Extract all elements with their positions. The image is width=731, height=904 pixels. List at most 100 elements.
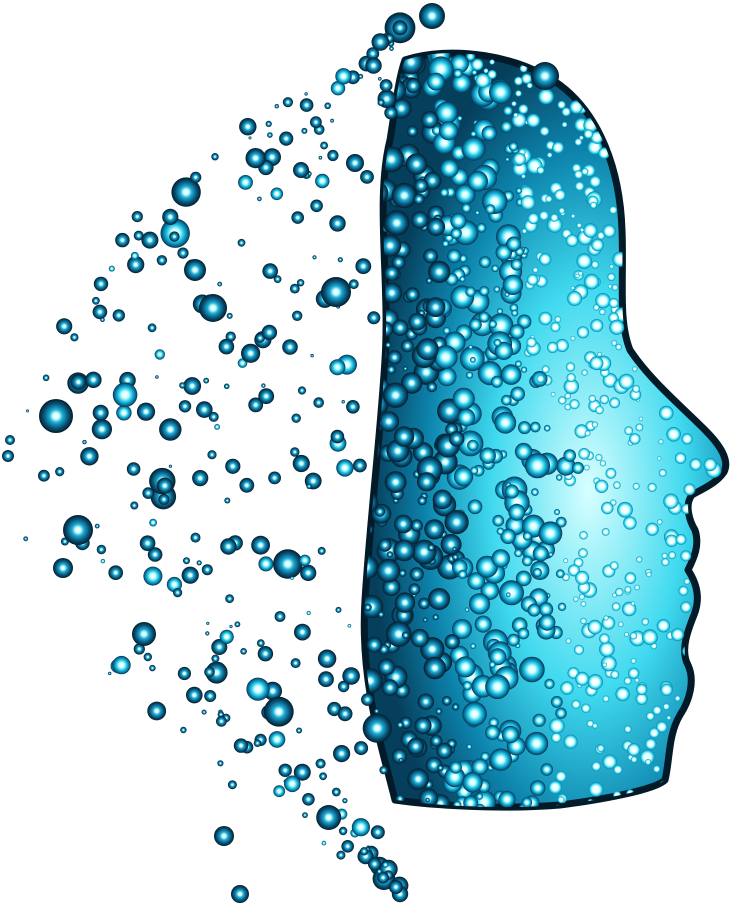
particle-bubble [591,261,599,269]
particle-bubble [275,104,279,108]
particle-bubble [361,693,374,706]
particle-bubble [485,725,500,740]
particle-bubble [335,68,351,84]
particle-bubble [235,621,241,627]
particle-bubble [310,354,313,357]
particle-bubble [407,768,429,790]
particle-bubble [519,657,545,683]
particle-bubble [627,743,640,756]
particle-bubble [318,671,334,687]
particle-bubble [704,458,717,471]
particle-bubble [411,211,428,228]
particle-bubble [319,772,327,780]
particle-bubble [597,745,604,752]
particle-bubble [228,780,237,789]
particle-bubble [563,558,568,563]
particle-bubble [53,558,73,578]
particle-bubble [581,704,590,713]
particle-bubble [402,632,410,640]
particle-bubble [94,277,108,291]
particle-bubble [470,357,476,363]
particle-bubble [220,630,234,644]
particle-bubble [393,540,415,562]
particle-bubble [383,383,408,408]
particle-bubble [684,578,690,584]
particle-bubble [331,430,345,444]
particle-bubble [617,502,633,518]
particle-bubble [258,646,273,661]
particle-bubble [556,474,562,480]
particle-bubble [338,257,343,262]
particle-bubble [562,122,567,127]
particle-bubble [511,259,523,271]
particle-bubble [379,766,387,774]
particle-bubble [533,546,549,562]
particle-bubble [499,580,524,605]
particle-bubble [338,706,353,721]
particle-bubble [600,460,606,466]
particle-bubble [92,419,112,439]
particle-bubble [363,143,368,148]
particle-bubble [603,696,610,703]
particle-bubble [224,384,230,390]
particle-bubble [173,588,182,597]
particle-bubble [511,310,518,317]
particle-bubble [322,841,327,846]
particle-bubble [113,309,125,321]
particle-bubble [493,515,505,527]
particle-bubble [190,172,201,183]
particle-bubble [599,309,605,315]
particle-bubble [178,667,191,680]
particle-bubble [648,483,657,492]
particle-bubble [207,450,216,459]
particle-bubble [273,785,285,797]
particle-bubble [217,282,222,287]
particle-bubble [533,568,542,577]
particle-bubble [266,121,272,127]
particle-bubble [577,326,589,338]
particle-bubble [382,679,399,696]
particle-bubble [388,350,402,364]
particle-bubble [282,339,298,355]
particle-bubble [479,256,491,268]
particle-bubble [661,558,669,566]
particle-bubble [505,157,509,161]
particle-bubble [631,756,637,762]
particle-bubble [551,696,563,708]
particle-bubble [645,738,656,749]
particle-bubble [437,765,443,771]
particle-bubble [373,775,382,784]
particle-bubble [310,200,323,213]
particle-bubble [690,458,702,470]
particle-bubble [284,776,301,793]
particle-bubble [180,727,186,733]
particle-bubble [258,388,274,404]
particle-bubble [346,154,364,172]
particle-bubble [558,396,566,404]
particle-bubble [108,565,123,580]
particle-bubble [567,373,576,382]
particle-bubble [80,447,98,465]
particle-bubble [547,152,552,157]
particle-bubble [55,467,64,476]
particle-bubble [321,277,351,307]
particle-bubble [559,208,565,214]
particle-bubble [523,532,532,541]
particle-bubble [533,267,539,273]
particle-bubble [329,359,345,375]
particle-bubble [600,395,609,404]
particle-bubble [394,515,413,534]
particle-bubble [428,588,450,610]
particle-bubble [299,555,310,566]
particle-bubble [595,480,608,493]
particle-bubble [489,320,497,328]
particle-bubble [204,690,216,702]
particle-bubble [183,557,190,564]
particle-bubble [384,266,399,281]
particle-bubble [445,510,469,534]
particle-bubble [619,374,635,390]
particle-bubble [408,313,426,331]
particle-bubble [418,598,430,610]
particle-bubble [368,857,381,870]
particle-bubble [501,395,512,406]
